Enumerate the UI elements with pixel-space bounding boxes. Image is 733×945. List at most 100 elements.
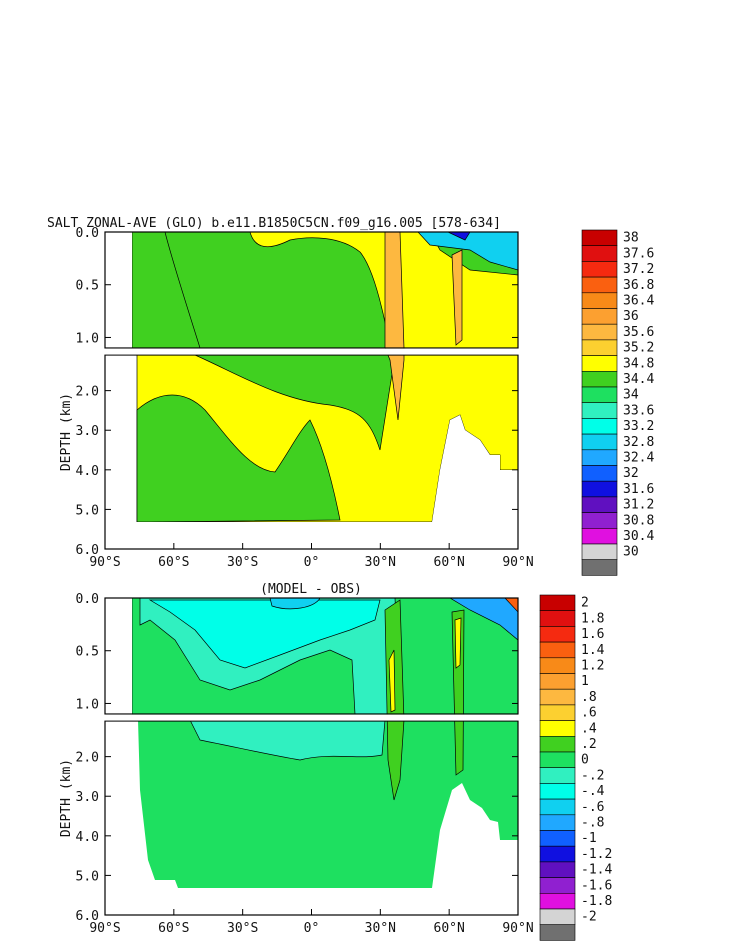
colorbar-label: 34 (623, 388, 639, 403)
x-tick-label: 0° (304, 921, 320, 936)
colorbar-swatch (539, 798, 576, 816)
x-tick-label: 60°S (158, 921, 189, 936)
y-tick-label: 2.0 (76, 385, 99, 400)
colorbar-swatch (539, 861, 576, 878)
x-tick-label: 90°S (89, 921, 120, 936)
top-chart-title: SALT ZONAL-AVE (GLO) b.e11.B1850C5CN.f09… (47, 216, 501, 231)
colorbar-swatch (539, 641, 576, 659)
colorbar-swatch (539, 908, 576, 925)
y-tick-label: 6.0 (76, 909, 99, 924)
colorbar-swatch (581, 418, 618, 435)
colorbar-label: .6 (581, 706, 597, 721)
y-tick-label: 0.0 (76, 226, 99, 241)
colorbar-label: -1 (581, 831, 597, 846)
colorbar-label: -.6 (581, 800, 604, 815)
bottom-mask-antarctica (105, 598, 197, 915)
colorbar-swatch (581, 355, 618, 372)
colorbar-label: 33.2 (623, 419, 654, 434)
top-mask-seafloor (105, 415, 518, 549)
colorbar-label: 36 (623, 309, 639, 324)
colorbar-label: 32.4 (623, 451, 654, 466)
colorbar-label: -2 (581, 910, 597, 925)
colorbar-swatch (539, 814, 576, 831)
top-x-axis: 90°S 60°S 30°S 0° 30°N 60°N 90°N (89, 543, 534, 570)
colorbar-swatch (581, 402, 618, 419)
colorbar-swatch (539, 688, 576, 706)
y-tick-label: 0.5 (76, 279, 99, 294)
colorbar-label: 35.6 (623, 325, 654, 340)
bottom-upper-frame (104, 597, 519, 715)
colorbar-swatch (581, 370, 618, 388)
bottom-y-axis: 0.0 0.5 1.0 2.0 3.0 4.0 5.0 6.0 (76, 592, 518, 924)
colorbar-swatch (581, 323, 618, 341)
top-upper-frame (104, 231, 519, 349)
colorbar-swatch (581, 261, 618, 278)
colorbar-swatch (581, 480, 618, 498)
colorbar-swatch (581, 308, 618, 325)
colorbar-label: -.8 (581, 816, 604, 831)
top-colorbar: 3837.637.236.836.43635.635.234.834.43433… (581, 229, 654, 576)
colorbar-swatch (581, 496, 618, 513)
colorbar-swatch (581, 339, 618, 356)
colorbar-swatch (539, 924, 576, 941)
colorbar-label: 36.8 (623, 278, 654, 293)
x-tick-label: 60°N (434, 921, 465, 936)
x-tick-label: 90°N (502, 921, 533, 936)
colorbar-swatch (581, 465, 618, 482)
colorbar-swatch (581, 245, 618, 262)
colorbar-label: .4 (581, 721, 597, 736)
y-tick-label: 1.0 (76, 331, 99, 346)
top-region-fresh-arctic (417, 232, 518, 271)
colorbar-label: 38 (623, 231, 639, 246)
top-region-green-deep-north (194, 354, 396, 451)
colorbar-swatch (581, 527, 618, 545)
colorbar-swatch (539, 704, 576, 721)
colorbar-label: 36.4 (623, 294, 654, 309)
colorbar-label: 34.8 (623, 356, 654, 371)
top-region-fresh-core (447, 232, 471, 241)
x-tick-label: 60°S (158, 555, 189, 570)
y-tick-label: 2.0 (76, 751, 99, 766)
colorbar-label: 33.6 (623, 403, 654, 418)
top-y-axis-label: DEPTH (km) (59, 393, 74, 471)
colorbar-swatch (539, 751, 576, 768)
y-tick-label: 6.0 (76, 543, 99, 558)
colorbar-swatch (539, 845, 576, 863)
bottom-x-axis: 90°S 60°S 30°S 0° 30°N 60°N 90°N (89, 909, 534, 936)
colorbar-label: 34.4 (623, 372, 654, 387)
y-tick-label: 5.0 (76, 503, 99, 518)
colorbar-swatch (539, 610, 576, 627)
colorbar-swatch (581, 512, 618, 529)
colorbar-label: -1.8 (581, 894, 612, 909)
colorbar-label: -1.2 (581, 847, 612, 862)
top-region-orange-plume-north (451, 249, 463, 346)
colorbar-label: .8 (581, 690, 597, 705)
colorbar-label: 0 (581, 753, 589, 768)
colorbar-swatch (539, 830, 576, 847)
colorbar-swatch (539, 594, 576, 611)
x-tick-label: 30°S (227, 921, 258, 936)
colorbar-swatch (581, 433, 618, 451)
colorbar-label: -.4 (581, 784, 605, 799)
colorbar-label: 1 (581, 674, 589, 689)
x-tick-label: 30°N (365, 921, 396, 936)
bottom-y-axis-label: DEPTH (km) (59, 759, 74, 837)
colorbar-swatch (539, 767, 576, 784)
colorbar-label: -1.4 (581, 863, 612, 878)
colorbar-label: -.2 (581, 768, 604, 783)
colorbar-swatch (581, 543, 618, 560)
colorbar-swatch (581, 229, 618, 246)
colorbar-swatch (539, 877, 576, 894)
colorbar-label: 32.8 (623, 435, 654, 450)
colorbar-label: 37.6 (623, 246, 654, 261)
colorbar-label: 35.2 (623, 341, 654, 356)
colorbar-label: 2 (581, 596, 589, 611)
colorbar-label: -1.6 (581, 878, 612, 893)
top-y-axis: 0.0 0.5 1.0 2.0 3.0 4.0 5.0 6.0 (76, 226, 518, 558)
x-tick-label: 30°N (365, 555, 396, 570)
x-tick-label: 30°S (227, 555, 258, 570)
y-tick-label: 1.0 (76, 697, 99, 712)
y-tick-label: 4.0 (76, 830, 99, 845)
colorbar-swatch (581, 386, 618, 403)
